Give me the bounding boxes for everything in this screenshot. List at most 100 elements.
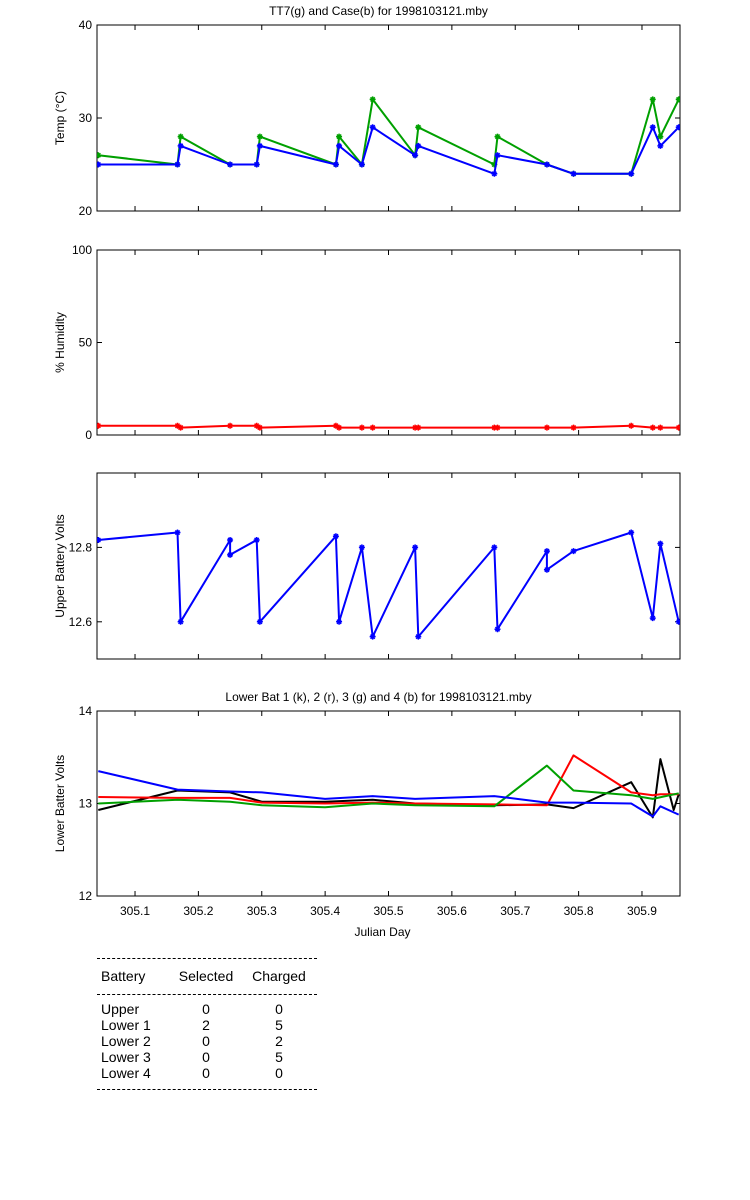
- y-tick-label: 12.6: [69, 615, 93, 629]
- data-point: [253, 536, 260, 543]
- data-point: [628, 170, 635, 177]
- row-selected: 0: [202, 1065, 210, 1081]
- x-tick-label: 305.7: [500, 904, 530, 918]
- table-row: Lower 3 0 5: [97, 1049, 317, 1065]
- table-header-rule: [97, 994, 317, 995]
- data-point: [494, 626, 501, 633]
- row-battery: Lower 3: [101, 1049, 151, 1065]
- data-point: [174, 529, 181, 536]
- series-line-3: [98, 764, 679, 809]
- data-point: [491, 544, 498, 551]
- data-point: [570, 548, 577, 555]
- data-point: [253, 422, 260, 429]
- x-tick-label: 305.1: [120, 904, 150, 918]
- series-line-4: [98, 770, 680, 818]
- y-axis-label: Temp (°C): [53, 91, 67, 145]
- data-point: [256, 142, 263, 149]
- battery-table: Battery Selected Charged Upper 0 0 Lower…: [97, 958, 317, 1090]
- data-point: [415, 633, 422, 640]
- data-point: [358, 161, 365, 168]
- x-tick-label: 305.8: [564, 904, 594, 918]
- data-point: [177, 142, 184, 149]
- data-point: [174, 161, 181, 168]
- row-selected: 0: [202, 1049, 210, 1065]
- y-tick-label: 12: [79, 889, 93, 903]
- data-point: [227, 536, 234, 543]
- y-tick-label: 30: [79, 111, 93, 125]
- chart-title: Lower Bat 1 (k), 2 (r), 3 (g) and 4 (b) …: [225, 690, 531, 704]
- data-point: [177, 618, 184, 625]
- table-row: Lower 2 0 2: [97, 1033, 317, 1049]
- data-point: [543, 548, 550, 555]
- data-point: [227, 161, 234, 168]
- data-point: [543, 161, 550, 168]
- y-axis-label: % Humidity: [53, 312, 67, 373]
- data-point: [369, 124, 376, 131]
- data-point: [494, 424, 501, 431]
- x-tick-label: 305.5: [373, 904, 403, 918]
- data-point: [570, 424, 577, 431]
- x-tick-label: 305.9: [627, 904, 657, 918]
- y-axis-label: Lower Batter Volts: [53, 755, 67, 852]
- x-tick-label: 305.4: [310, 904, 340, 918]
- data-point: [412, 544, 419, 551]
- x-tick-label: 305.2: [183, 904, 213, 918]
- table-bottom-rule: [97, 1089, 317, 1090]
- header-battery: Battery: [101, 968, 146, 984]
- row-selected: 2: [202, 1017, 210, 1033]
- data-point: [369, 96, 376, 103]
- data-point: [415, 424, 422, 431]
- data-point: [336, 424, 343, 431]
- data-point: [369, 633, 376, 640]
- data-point: [332, 161, 339, 168]
- data-point: [177, 424, 184, 431]
- plot-frame: [96, 24, 681, 212]
- data-point: [256, 133, 263, 140]
- y-tick-label: 12.8: [69, 540, 93, 554]
- table-top-rule: [97, 958, 317, 959]
- table-row: Lower 1 2 5: [97, 1017, 317, 1033]
- data-point: [227, 422, 234, 429]
- series-group: [97, 529, 680, 640]
- data-point: [675, 424, 680, 431]
- data-point: [97, 422, 102, 429]
- series-line-2: [98, 754, 679, 807]
- figure: 20 30 40 TT7(g) and Case(b) for 1998103121.…: [53, 4, 681, 939]
- plot-frame: [96, 472, 681, 660]
- data-point: [649, 96, 656, 103]
- data-point: [415, 124, 422, 131]
- data-point: [256, 424, 263, 431]
- table-row: Lower 4 0 0: [97, 1065, 317, 1081]
- data-point: [494, 133, 501, 140]
- table-header-row: Battery Selected Charged: [97, 967, 317, 985]
- data-point: [491, 424, 498, 431]
- data-point: [256, 618, 263, 625]
- y-tick-label: 14: [79, 704, 93, 718]
- data-point: [227, 551, 234, 558]
- data-point: [657, 540, 664, 547]
- table-body: Upper 0 0 Lower 1 2 5 Lower 2 0 2 Lower …: [97, 1001, 317, 1081]
- data-point: [336, 133, 343, 140]
- data-point: [336, 618, 343, 625]
- data-point: [491, 161, 498, 168]
- x-tick-label: 305.3: [247, 904, 277, 918]
- chart-panel-1: 20 30 40 TT7(g) and Case(b) for 1998103121.…: [53, 4, 681, 218]
- data-point: [675, 618, 680, 625]
- data-point: [649, 424, 656, 431]
- y-tick-label: 40: [79, 18, 93, 32]
- y-tick-label: 20: [79, 204, 93, 218]
- data-point: [358, 424, 365, 431]
- x-tick-label: 305.6: [437, 904, 467, 918]
- data-point: [657, 133, 664, 140]
- row-charged: 0: [275, 1065, 283, 1081]
- y-tick-label: 50: [79, 336, 93, 350]
- y-axis-label: Upper Battery Volts: [53, 514, 67, 617]
- data-point: [628, 529, 635, 536]
- data-point: [657, 424, 664, 431]
- data-point: [628, 422, 635, 429]
- row-charged: 2: [275, 1033, 283, 1049]
- row-battery: Lower 4: [101, 1065, 151, 1081]
- series-line-1: [98, 531, 680, 638]
- data-point: [253, 161, 260, 168]
- data-point: [412, 152, 419, 159]
